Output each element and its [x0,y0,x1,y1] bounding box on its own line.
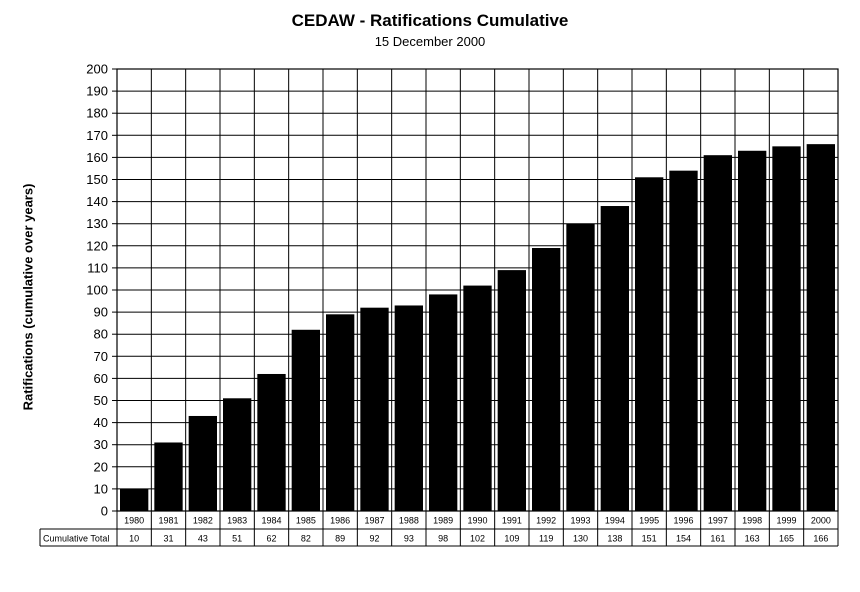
x-tick-label: 1989 [433,516,453,526]
data-label: 138 [607,534,622,544]
y-tick-label: 150 [86,172,108,187]
data-label: 166 [813,534,828,544]
bar [635,177,664,512]
x-tick-label: 2000 [811,516,831,526]
data-label: 82 [301,534,311,544]
data-label: 93 [404,534,414,544]
y-tick-label: 190 [86,84,108,99]
x-tick-label: 1987 [364,516,384,526]
bar [429,294,458,511]
x-tick-label: 1993 [570,516,590,526]
data-label: 163 [745,534,760,544]
bar [120,488,149,511]
x-tick-label: 1985 [296,516,316,526]
bar [703,155,732,511]
x-tick-label: 1999 [776,516,796,526]
x-tick-label: 1986 [330,516,350,526]
data-label: 89 [335,534,345,544]
data-label: 51 [232,534,242,544]
x-tick-label: 1992 [536,516,556,526]
bar [360,307,389,511]
bar [223,398,252,511]
data-label: 109 [504,534,519,544]
bar [394,305,423,511]
y-tick-label: 80 [94,327,108,342]
chart-title: CEDAW - Ratifications Cumulative [291,11,569,30]
bar [532,248,561,511]
bar [188,415,217,511]
bar [772,146,801,511]
x-tick-label: 1982 [193,516,213,526]
bar [257,373,286,511]
y-tick-label: 60 [94,371,108,386]
data-label: 10 [129,534,139,544]
data-label: 43 [198,534,208,544]
y-tick-label: 50 [94,393,108,408]
chart-subtitle: 15 December 2000 [374,34,486,49]
x-tick-label: 1990 [467,516,487,526]
y-tick-label: 20 [94,459,108,474]
y-tick-label: 40 [94,415,108,430]
data-label: 102 [470,534,485,544]
plot-frame [116,68,839,512]
y-tick-label: 170 [86,128,108,143]
data-label: 130 [573,534,588,544]
y-tick-label: 30 [94,437,108,452]
table-series-name: Cumulative Total [43,534,109,544]
x-tick-label: 1995 [639,516,659,526]
x-tick-label: 1994 [605,516,625,526]
data-label: 62 [266,534,276,544]
bar [291,329,320,511]
y-tick-label: 130 [86,216,108,231]
data-label: 161 [710,534,725,544]
y-tick-label: 110 [87,260,108,275]
data-label: 151 [642,534,657,544]
x-tick-label: 1988 [399,516,419,526]
x-tick-label: 1983 [227,516,247,526]
data-label: 119 [539,534,553,544]
bar [566,223,595,511]
data-label: 98 [438,534,448,544]
bar [154,442,183,511]
x-tick-label: 1981 [158,516,178,526]
data-label: 154 [676,534,691,544]
y-tick-label: 70 [94,349,108,364]
y-tick-label: 120 [86,238,108,253]
bar [600,206,629,511]
bar [806,144,835,511]
y-tick-label: 200 [86,62,108,77]
bar [738,150,767,511]
bar [326,314,355,511]
bar [497,270,526,511]
y-tick-label: 140 [86,194,108,209]
data-label: 165 [779,534,794,544]
data-label: 92 [369,534,379,544]
y-tick-label: 0 [101,504,108,519]
bar [463,285,492,511]
y-tick-label: 160 [86,150,108,165]
bar [669,170,698,511]
x-tick-label: 1996 [673,516,693,526]
x-tick-label: 1991 [502,516,522,526]
data-label: 31 [163,534,173,544]
x-tick-label: 1984 [261,516,281,526]
y-tick-label: 180 [86,106,108,121]
y-tick-label: 90 [94,305,108,320]
y-tick-label: 100 [86,283,108,298]
x-tick-label: 1980 [124,516,144,526]
x-tick-label: 1998 [742,516,762,526]
y-tick-label: 10 [94,481,108,496]
x-tick-label: 1997 [708,516,728,526]
